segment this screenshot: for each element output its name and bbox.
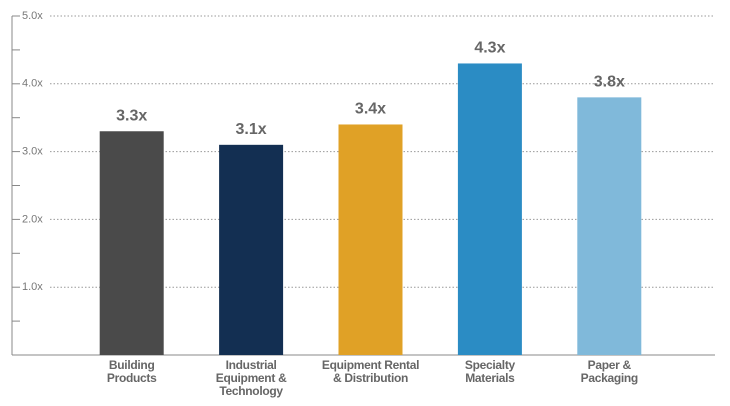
y-tick-label: 2.0x	[22, 213, 43, 225]
value-label: 3.8x	[594, 74, 625, 91]
x-tick-label: Equipment Rental & Distribution	[321, 358, 420, 385]
bar	[338, 124, 403, 355]
x-tick-label: Industrial Equipment & Technology	[215, 358, 287, 398]
y-tick-label: 5.0x	[22, 10, 43, 22]
x-tick-label: Specialty Materials	[464, 358, 515, 385]
value-label: 3.3x	[116, 107, 147, 124]
bar	[457, 63, 522, 356]
x-tick-label: Building Products	[106, 358, 157, 385]
y-tick-label: 4.0x	[22, 78, 43, 90]
value-label: 4.3x	[474, 40, 505, 57]
y-tick-label: 3.0x	[22, 146, 43, 158]
bar	[219, 144, 284, 355]
value-label: 3.1x	[236, 121, 267, 138]
value-label: 3.4x	[355, 101, 386, 118]
x-tick-label: Paper & Packaging	[580, 358, 639, 385]
bar	[577, 97, 642, 356]
y-tick-label: 1.0x	[22, 281, 43, 293]
bar	[99, 131, 164, 355]
